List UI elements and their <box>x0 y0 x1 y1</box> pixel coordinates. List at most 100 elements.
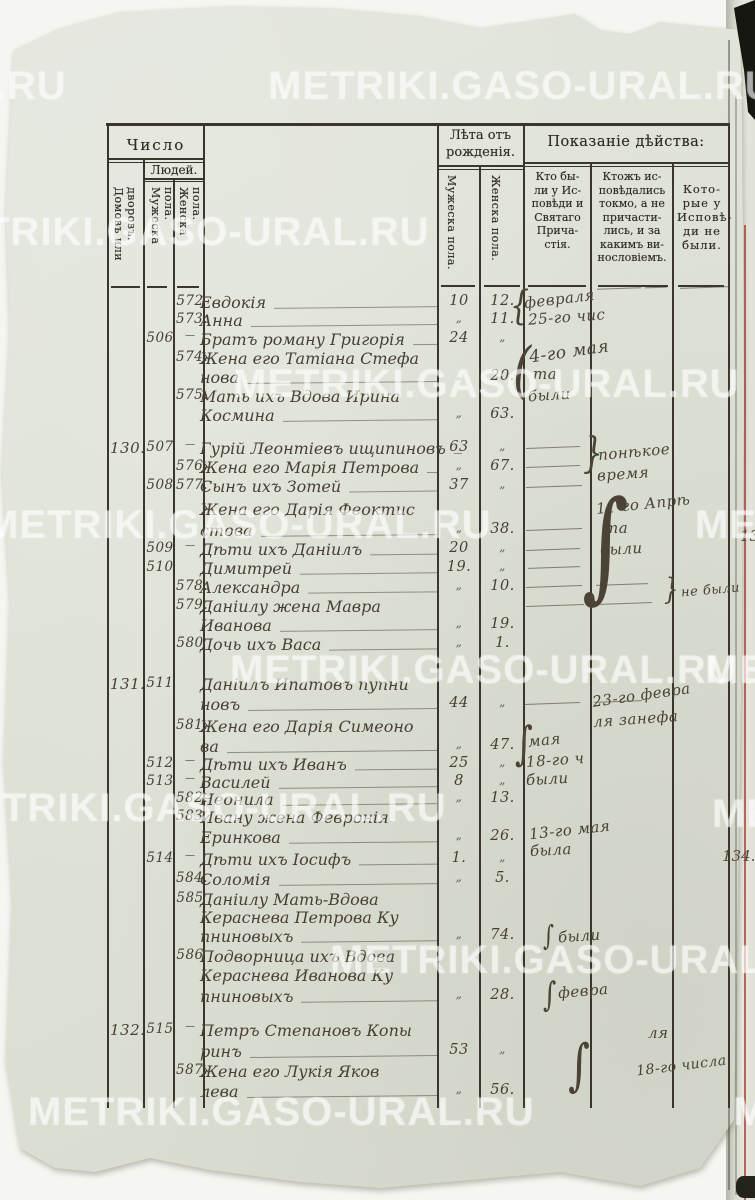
name-cell: Василей <box>200 773 440 792</box>
header-people: Людей. <box>150 163 198 177</box>
record-row: 586 Подворница ихъ Вдова <box>108 947 730 968</box>
table-rule <box>108 161 204 163</box>
record-row: Космина „ 63. <box>108 406 730 427</box>
margin-note: были <box>557 925 602 947</box>
name-trailing-line <box>247 381 438 384</box>
female-person-number: — <box>185 755 195 766</box>
male-person-number: 514 <box>146 850 174 866</box>
name-trailing-line <box>246 1094 438 1099</box>
table-rule <box>437 165 524 167</box>
household-number: 131. <box>110 675 146 693</box>
person-name: Жена его Лукія Яков <box>200 1062 380 1081</box>
record-row: 585 Даніилу Мать-Вдова <box>108 890 730 911</box>
name-cell: ва <box>200 737 440 756</box>
person-name: Дѣти ихъ Иванъ <box>200 755 347 774</box>
name-cell: Петръ Степановъ Копы <box>200 1021 440 1040</box>
age-male-value: „ <box>455 521 463 535</box>
name-trailing-line <box>248 708 439 711</box>
person-name: Мать ихъ Вдова Ирина <box>200 387 401 406</box>
record-row: 512 — Дѣти ихъ Иванъ 25 „ <box>108 755 730 776</box>
name-cell: Димитрей <box>200 559 440 578</box>
age-male-value: 24 <box>449 330 469 346</box>
margin-note: были <box>525 768 570 790</box>
margin-note: та <box>604 519 629 537</box>
table-rule <box>678 285 724 287</box>
age-male-value: „ <box>455 737 463 751</box>
name-trailing-line <box>329 648 439 651</box>
header-age-from-birth: Лѣта отъ рожденія. <box>446 128 515 160</box>
brace-mark: ( <box>513 333 532 406</box>
male-person-number: 506 <box>146 330 174 346</box>
record-row: Кераснева Иванова Ку <box>108 966 730 987</box>
age-female-value: 26. <box>490 828 515 844</box>
age-female-value: 38. <box>490 521 515 537</box>
record-row: 572 Евдокія 10 12. <box>108 293 730 314</box>
person-name: Дочь ихъ Васа <box>200 635 322 654</box>
record-row: 508 577. Сынъ ихъ Зотей 37 „ <box>108 477 730 498</box>
record-row: ринъ 53 „ <box>108 1042 730 1063</box>
household-number: 132. <box>110 1021 146 1039</box>
name-trailing-line <box>301 940 439 943</box>
male-person-number: 507 <box>146 439 174 455</box>
age-male-value: „ <box>455 828 463 842</box>
person-name: Подворница ихъ Вдова <box>200 947 396 966</box>
age-female-value: 1. <box>495 635 510 651</box>
brace-mark: } <box>583 428 604 477</box>
record-row: 587. Жена его Лукія Яков <box>108 1062 730 1083</box>
table-rule <box>107 123 109 1108</box>
age-male-value: 20 <box>449 540 469 556</box>
person-name: Жена его Дарія Феоктис <box>200 500 415 519</box>
page-edge-number: 13 <box>740 527 755 545</box>
table-rule <box>173 178 175 1108</box>
person-name: Гурій Леонтіевъ ищипиновъ <box>200 439 446 458</box>
name-cell: новъ <box>200 695 440 714</box>
person-name: новъ <box>200 695 241 714</box>
person-name: Кераснева Петрова Ку <box>200 908 399 927</box>
age-male-value: „ <box>455 578 463 592</box>
name-cell: Соломія <box>200 870 440 889</box>
table-rule <box>523 165 729 167</box>
person-name: Александра <box>200 578 301 597</box>
table-rule <box>111 286 140 288</box>
page-edge-number: 134. <box>722 847 755 865</box>
record-row: стова „ 38. <box>108 521 730 542</box>
table-rule <box>479 165 481 1108</box>
age-female-value: 28. <box>490 987 515 1003</box>
female-person-number: 579. <box>176 597 209 613</box>
record-row: Жена его Дарія Феоктис <box>108 500 730 521</box>
person-name: пниновыхъ <box>200 927 294 946</box>
person-name: Братъ роману Григорія <box>200 330 405 349</box>
name-trailing-line <box>226 749 438 754</box>
person-name: Ивану жена Февронія <box>200 808 389 827</box>
female-person-number: 581. <box>176 717 209 733</box>
name-cell: Сынъ ихъ Зотей <box>200 477 440 496</box>
record-row: 580 Дочь ихъ Васа „ 1. <box>108 635 730 656</box>
record-row: 581. Жена его Дарія Симеоно <box>108 717 730 738</box>
person-name: Даніилу Мать-Вдова <box>200 890 379 909</box>
name-cell: нова <box>200 368 440 387</box>
table-rule <box>484 285 520 287</box>
record-row: 574. Жена его Татіана Стефа <box>108 349 730 370</box>
table-rule <box>108 158 204 160</box>
brace-mark: } <box>664 572 679 607</box>
record-row: 513 — Василей 8 „ <box>108 773 730 794</box>
table-rule <box>528 285 586 287</box>
female-person-number: 577. <box>176 477 209 493</box>
person-name: Петръ Степановъ Копы <box>200 1021 412 1040</box>
age-female-value: „ <box>499 695 506 709</box>
name-trailing-line <box>260 534 439 537</box>
name-cell: Дѣти ихъ Иванъ <box>200 755 440 774</box>
table-rule <box>441 285 475 287</box>
table-rule <box>203 123 205 1108</box>
person-name: Жена его Дарія Симеоно <box>200 717 414 736</box>
table-rule <box>143 181 204 182</box>
record-row: 514 — Дѣти ихъ Іосифъ 1. „ <box>108 850 730 871</box>
table-rule <box>598 285 668 287</box>
brace-mark: ∫ <box>515 716 533 770</box>
person-name: ринъ <box>200 1042 242 1061</box>
header-confessed-only: Ктожъ ис- повѣдались токмо, а не причаст… <box>597 170 667 264</box>
name-trailing-line <box>349 490 439 493</box>
record-row: 579. Даніилу жена Мавра <box>108 597 730 618</box>
